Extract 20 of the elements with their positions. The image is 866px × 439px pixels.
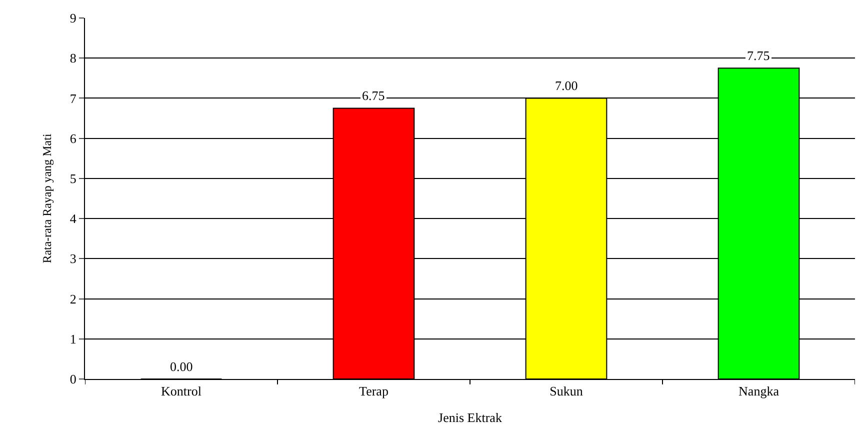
y-tick-label: 4	[70, 211, 77, 226]
y-tick-label: 5	[70, 170, 76, 186]
y-tick-label: 8	[70, 50, 76, 66]
y-tick-label: 6	[70, 130, 77, 146]
y-tick-label: 0	[70, 372, 76, 387]
data-label: 7.75	[747, 48, 770, 63]
y-tick-label: 2	[70, 291, 76, 306]
y-tick-label: 1	[70, 331, 76, 346]
x-tick-label: Kontrol	[161, 384, 202, 399]
x-axis-title: Jenis Ektrak	[438, 410, 502, 426]
x-tick-label: Sukun	[550, 384, 584, 399]
data-label: 6.75	[362, 88, 385, 103]
y-tick-label: 7	[70, 90, 77, 106]
data-label: 0.00	[170, 359, 193, 374]
data-label: 7.00	[555, 78, 578, 93]
x-tick-label: Nangka	[738, 384, 780, 399]
x-tick-label: Terap	[359, 384, 388, 399]
y-axis-title: Rata-rata Rayap yang Mati	[40, 133, 54, 264]
y-tick-label: 3	[70, 251, 76, 266]
y-tick-label: 9	[70, 10, 76, 26]
